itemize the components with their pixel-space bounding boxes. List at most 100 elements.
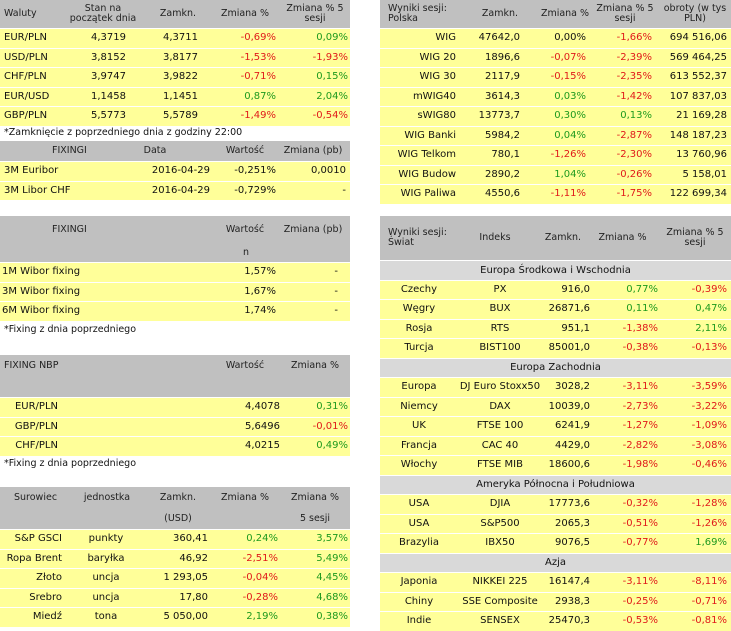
world-cell: Brazylia bbox=[399, 537, 439, 548]
nbp-row: CHF/PLN 4,0215 0,49% bbox=[0, 437, 350, 456]
currencies-note: *Zamknięcie z poprzedniego dnia z godzin… bbox=[4, 127, 243, 138]
col-header-pl-change: Zmiana % bbox=[540, 8, 590, 20]
world-cell: SENSEX bbox=[480, 615, 520, 626]
world-cell: -0,38% bbox=[622, 342, 658, 353]
col-header-w-change5: Zmiana % 5 sesji bbox=[666, 227, 724, 248]
currency-cell: -0,54% bbox=[312, 110, 348, 121]
col-header-pl-turnover: obroty (w tys PLN) bbox=[663, 3, 727, 24]
wig-row: WIG 47642,0 0,00% -1,66% 694 516,06 bbox=[380, 29, 731, 48]
world-cell: 18600,6 bbox=[548, 459, 590, 470]
commodity-cell: uncja bbox=[92, 591, 120, 603]
wig-cell: 694 516,06 bbox=[669, 32, 727, 43]
wig-cell: WIG 20 bbox=[419, 51, 457, 63]
commodity-cell: -2,51% bbox=[242, 552, 278, 564]
world-cell: 4429,0 bbox=[555, 439, 590, 451]
wig-cell: 569 464,25 bbox=[669, 51, 727, 63]
currency-row: EUR/USD 1,1458 1,1451 0,87% 2,04% bbox=[0, 87, 350, 106]
world-cell: BUX bbox=[489, 303, 511, 314]
nbp-cell: GBP/PLN bbox=[14, 420, 58, 432]
world-cell: 85001,0 bbox=[548, 342, 590, 353]
world-cell: SSE Composite bbox=[462, 595, 538, 607]
col-header-world: Wyniki sesji: Świat bbox=[388, 227, 447, 248]
commodity-cell: 5 050,00 bbox=[163, 611, 208, 622]
currency-cell: 3,9822 bbox=[163, 71, 198, 82]
world-cell: 25470,3 bbox=[548, 615, 590, 626]
world-index-row: UK FTSE 100 6241,9 -1,27% -1,09% bbox=[380, 417, 731, 436]
col-header-value-3: Wartość bbox=[225, 360, 265, 372]
col-header-n: n bbox=[242, 247, 250, 259]
wig-cell: -1,26% bbox=[550, 149, 586, 160]
world-cell: BIST100 bbox=[479, 342, 521, 353]
world-cell: -1,28% bbox=[691, 498, 727, 509]
wibor-cell: - bbox=[334, 305, 338, 316]
col-header-change-4: Zmiana % bbox=[220, 492, 270, 504]
commodity-cell: -0,04% bbox=[242, 572, 278, 583]
wibor-row: 6M Wibor fixing 1,74% - bbox=[0, 302, 350, 321]
world-cell: 17773,6 bbox=[548, 498, 590, 509]
world-cell: Niemcy bbox=[400, 400, 438, 412]
col-header-fixing-nbp: FIXING NBP bbox=[4, 360, 59, 372]
wig-cell: 1896,6 bbox=[485, 51, 520, 63]
commodity-cell: 4,45% bbox=[316, 572, 348, 583]
wig-cell: 0,00% bbox=[554, 32, 586, 43]
fixings2-header: FIXINGI Wartość Zmiana (pb) n bbox=[0, 216, 350, 262]
world-cell: -0,81% bbox=[691, 615, 727, 626]
currency-cell: -1,49% bbox=[240, 110, 276, 121]
world-cell: -1,26% bbox=[691, 517, 727, 529]
world-index-row: Japonia NIKKEI 225 16147,4 -3,11% -8,11% bbox=[380, 573, 731, 592]
currency-cell: -1,53% bbox=[240, 51, 276, 63]
world-cell: -3,11% bbox=[622, 576, 658, 587]
world-cell: -0,53% bbox=[622, 615, 658, 626]
wig-cell: 13773,7 bbox=[478, 110, 520, 121]
world-cell: -3,08% bbox=[691, 439, 727, 451]
currency-cell: 0,09% bbox=[316, 32, 348, 43]
world-cell: Włochy bbox=[400, 459, 438, 470]
world-index-row: Włochy FTSE MIB 18600,6 -1,98% -0,46% bbox=[380, 456, 731, 475]
wig-cell: WIG 30 bbox=[419, 71, 457, 82]
col-header-waluty: Waluty bbox=[4, 8, 37, 20]
wig-row: WIG Budow 2890,2 1,04% -0,26% 5 158,01 bbox=[380, 165, 731, 184]
world-cell: UK bbox=[412, 420, 426, 431]
wig-cell: WIG Budow bbox=[398, 168, 456, 180]
world-cell: Węgry bbox=[402, 303, 436, 314]
world-cell: 2065,3 bbox=[555, 517, 590, 529]
world-index-row: Francja CAC 40 4429,0 -2,82% -3,08% bbox=[380, 436, 731, 455]
world-cell: 9076,5 bbox=[555, 537, 590, 548]
world-cell: -0,51% bbox=[622, 517, 658, 529]
commodity-cell: 46,92 bbox=[179, 552, 208, 564]
world-cell: DJIA bbox=[489, 498, 511, 509]
world-cell: -0,46% bbox=[691, 459, 727, 470]
currency-cell: 5,5789 bbox=[163, 110, 198, 121]
wig-cell: 2117,9 bbox=[485, 71, 520, 82]
region-section-title: Europa Zachodnia bbox=[380, 358, 731, 377]
currency-cell: 1,1451 bbox=[163, 90, 198, 102]
nbp-cell: 4,0215 bbox=[245, 440, 280, 451]
currency-cell: 0,15% bbox=[316, 71, 348, 82]
commodity-cell: Srebro bbox=[29, 591, 62, 603]
wibor-cell: 1,57% bbox=[244, 266, 276, 277]
world-cell: -3,22% bbox=[691, 400, 727, 412]
wibor-row: 3M Wibor fixing 1,67% - bbox=[0, 282, 350, 301]
currency-cell: EUR/USD bbox=[4, 90, 50, 102]
world-cell: RTS bbox=[490, 322, 510, 334]
currency-cell: EUR/PLN bbox=[4, 32, 48, 43]
wig-cell: 21 169,28 bbox=[676, 110, 727, 121]
wig-cell: -1,75% bbox=[616, 188, 652, 199]
commodity-row: Srebro uncja 17,80 -0,28% 4,68% bbox=[0, 588, 350, 607]
currency-cell: 3,8152 bbox=[91, 51, 126, 63]
world-cell: IBX50 bbox=[485, 537, 515, 548]
wig-cell: WIG Paliwa bbox=[400, 188, 456, 199]
commodity-row: S&P GSCI punkty 360,41 0,24% 3,57% bbox=[0, 530, 350, 549]
wig-row: WIG 20 1896,6 -0,07% -2,39% 569 464,25 bbox=[380, 48, 731, 67]
commodity-cell: Złoto bbox=[36, 572, 62, 583]
world-index-row: Turcja BIST100 85001,0 -0,38% -0,13% bbox=[380, 339, 731, 358]
col-header-close: Zamkn. bbox=[159, 8, 197, 20]
nbp-cell: EUR/PLN bbox=[14, 401, 58, 412]
wig-cell: -1,66% bbox=[616, 32, 652, 43]
commodity-row: Ropa Brent baryłka 46,92 -2,51% 5,49% bbox=[0, 549, 350, 568]
world-index-row: USA S&P500 2065,3 -0,51% -1,26% bbox=[380, 514, 731, 533]
currency-cell: 4,3719 bbox=[91, 32, 126, 43]
col-header-pl-change5: Zmiana % 5 sesji bbox=[596, 3, 654, 24]
nbp-row: GBP/PLN 5,6496 -0,01% bbox=[0, 417, 350, 436]
commodity-cell: 0,38% bbox=[316, 611, 348, 622]
